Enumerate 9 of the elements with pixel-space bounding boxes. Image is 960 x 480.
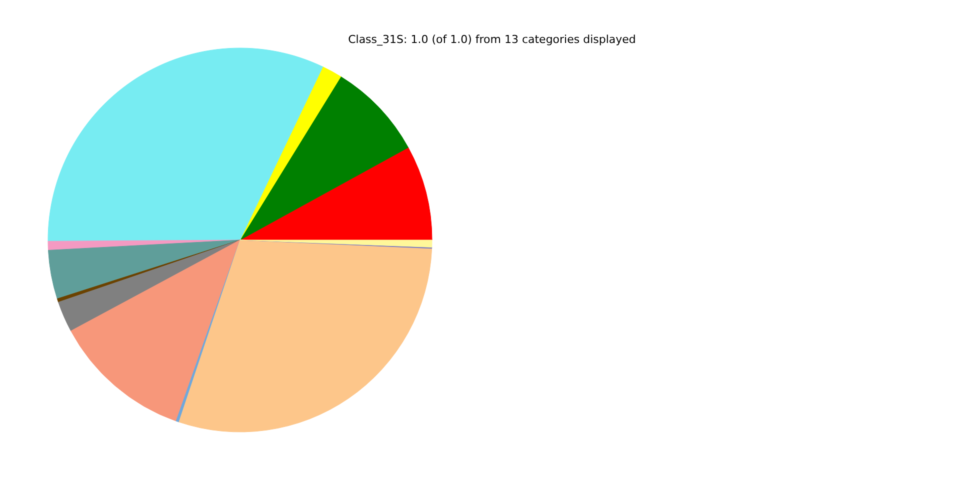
pie-slice bbox=[240, 66, 342, 240]
pie-slice bbox=[240, 147, 432, 240]
text: Class_31S: 1.0 (of 1.0) from 13 categories displayed bbox=[348, 33, 636, 46]
pie-slice bbox=[240, 76, 408, 240]
pie-slice bbox=[178, 240, 432, 432]
pie-slice bbox=[70, 240, 240, 422]
pie-slice bbox=[48, 48, 324, 242]
pie-slice bbox=[58, 240, 240, 332]
pie-slice bbox=[48, 240, 240, 250]
